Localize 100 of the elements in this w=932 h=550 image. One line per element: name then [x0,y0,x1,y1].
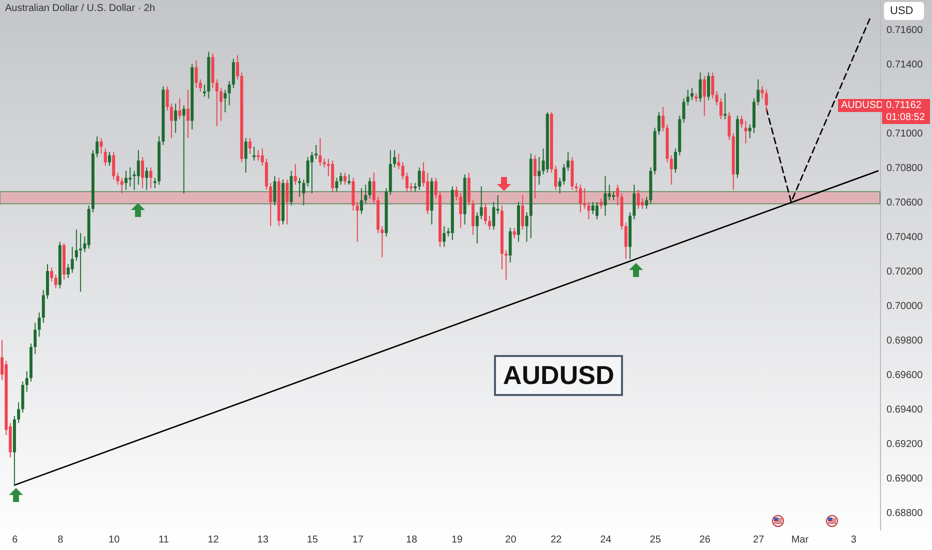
y-tick-label: 0.70000 [886,301,924,312]
y-tick-label: 0.70200 [886,266,924,278]
annotation: AUDUSD [838,99,886,112]
y-tick-label: 0.71600 [886,24,924,36]
candlestick [682,98,686,124]
x-tick-label: 3 [850,534,857,546]
candlestick [405,172,408,192]
candlestick [401,162,404,180]
candlestick [591,201,594,215]
candlestick [459,192,462,228]
candlestick [521,194,524,230]
candlestick [108,151,111,166]
candlestick [600,198,603,210]
candlestick [624,222,628,260]
candlestick [100,138,103,154]
candlestick [38,312,41,338]
candlestick [764,89,768,113]
text: USD [884,2,924,20]
candlestick [74,229,78,262]
candlestick [306,156,310,187]
candlestick [364,184,368,204]
candlestick [79,232,82,292]
y-tick-label: 0.70800 [886,162,924,174]
candlestick [480,186,483,220]
y-tick-label: 0.69600 [886,370,924,382]
y-tick-label: 0.71000 [886,128,924,140]
candlestick [17,402,20,424]
candlestick [690,88,694,101]
candlestick [674,148,677,174]
candlestick [662,106,665,132]
candlestick [595,201,598,220]
candlestick [393,150,396,168]
candlestick [645,196,648,210]
candlestick [70,246,74,274]
x-tick-label: 27 [753,534,765,546]
candlestick [756,78,760,106]
candlestick [314,144,318,160]
candlestick [335,177,338,192]
candlestick [616,184,620,206]
candlestick [248,138,252,154]
candlestick [50,267,54,282]
candlestick [356,201,359,242]
candlestick [182,104,186,194]
candlestick [711,72,714,99]
candlestick [220,88,223,122]
candlestick [244,138,248,174]
candlestick [116,172,120,186]
candlestick [484,203,487,225]
candlestick [418,166,421,190]
candlestick [657,112,660,136]
candlestick [194,60,198,89]
candlestick [562,164,566,186]
candlestick [273,176,276,206]
x-tick-label: 13 [257,534,269,546]
candlestick [534,154,537,200]
x-tick-label: 17 [352,534,364,546]
candlestick [488,215,492,230]
candlestick [224,89,227,113]
y-tick-label: 0.69800 [886,336,924,347]
candlestick [698,72,702,102]
candlestick [174,103,178,134]
candlestick [42,290,45,324]
x-tick-label: 24 [600,534,612,546]
candlestick [434,177,438,200]
candlestick [232,58,235,89]
candlestick [104,148,107,166]
candlestick [136,150,140,186]
candlestick [538,156,541,186]
x-tick-label: 25 [650,534,662,546]
candlestick [512,227,516,239]
candlestick [476,212,479,244]
candlestick [604,176,607,216]
candlestick [554,165,558,190]
candlestick [318,138,322,166]
candlestick [260,148,264,166]
candlestick [141,156,144,189]
candlestick [339,172,342,186]
x-tick-label: 26 [699,534,711,546]
candlestick [707,72,710,101]
candlestick [442,226,446,248]
candlestick [368,177,372,200]
candlestick [54,274,58,289]
candlestick [525,212,528,242]
candlestick [198,78,202,92]
candlestick [269,182,272,227]
candlestick [145,166,148,190]
candlestick [360,188,363,215]
candlestick [455,186,458,201]
candlestick [728,112,731,140]
candlestick [124,170,128,190]
y-tick-label: 0.68800 [886,508,924,520]
candlestick [310,151,314,194]
candlestick [566,151,570,172]
candlestick [632,184,636,220]
x-tick-label: 15 [306,534,318,546]
candlestick [715,91,718,106]
y-tick-label: 0.70400 [886,232,924,244]
x-tick-label: 19 [451,534,464,546]
y-tick-label: 0.69200 [886,439,924,450]
candlestick [302,179,306,206]
